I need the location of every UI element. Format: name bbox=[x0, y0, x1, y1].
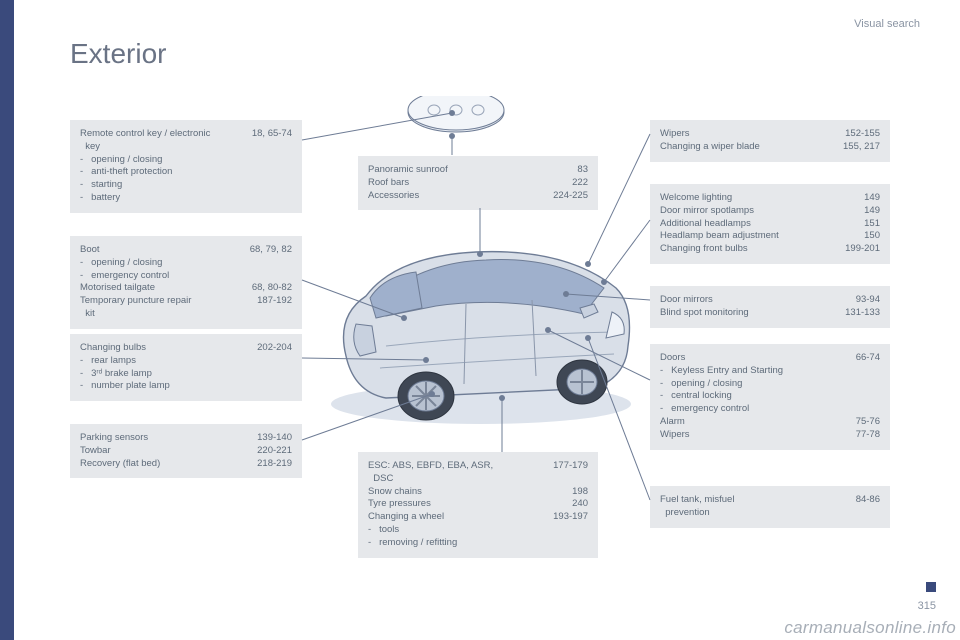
page-title: Exterior bbox=[70, 38, 166, 70]
callout-doors: Doors66-74 Keyless Entry and Startingope… bbox=[650, 344, 890, 450]
callout-bullet: rear lamps bbox=[80, 355, 292, 368]
callout-row: Doors66-74 bbox=[660, 352, 880, 365]
callout-row: Changing a wheel193-197 bbox=[368, 511, 588, 524]
callout-welcome-lighting: Welcome lighting149Door mirror spotlamps… bbox=[650, 184, 890, 264]
callout-bullet: 3ʳᵈ brake lamp bbox=[80, 368, 292, 381]
callout-row: Door mirrors93-94 bbox=[660, 294, 880, 307]
callout-bullet: emergency control bbox=[660, 403, 880, 416]
callout-door-mirrors: Door mirrors93-94Blind spot monitoring13… bbox=[650, 286, 890, 328]
callout-wipers: Wipers152-155Changing a wiper blade155, … bbox=[650, 120, 890, 162]
callout-row: Remote control key / electronic key18, 6… bbox=[80, 128, 292, 154]
callout-row: Changing bulbs202-204 bbox=[80, 342, 292, 355]
callout-parking-towbar: Parking sensors139-140Towbar220-221Recov… bbox=[70, 424, 302, 478]
callout-row: Towbar220-221 bbox=[80, 445, 292, 458]
callout-bullet: starting bbox=[80, 179, 292, 192]
callout-bullet: number plate lamp bbox=[80, 380, 292, 393]
callout-row: Recovery (flat bed)218-219 bbox=[80, 458, 292, 471]
callout-row: Alarm75-76 bbox=[660, 416, 880, 429]
callout-row: Temporary puncture repair kit187-192 bbox=[80, 295, 292, 321]
car-illustration bbox=[316, 96, 646, 446]
callout-row: Additional headlamps151 bbox=[660, 218, 880, 231]
callout-row: Door mirror spotlamps149 bbox=[660, 205, 880, 218]
page-marker bbox=[926, 582, 936, 592]
callout-row: Wipers77-78 bbox=[660, 429, 880, 442]
left-accent-bar bbox=[0, 0, 14, 640]
callout-bullet: anti-theft protection bbox=[80, 166, 292, 179]
callout-bullet: central locking bbox=[660, 390, 880, 403]
callout-bullet: opening / closing bbox=[660, 378, 880, 391]
callout-row: Changing a wiper blade155, 217 bbox=[660, 141, 880, 154]
callout-row: Wipers152-155 bbox=[660, 128, 880, 141]
callout-row: Welcome lighting149 bbox=[660, 192, 880, 205]
callout-row: Fuel tank, misfuel prevention84-86 bbox=[660, 494, 880, 520]
watermark: carmanualsonline.info bbox=[784, 618, 956, 638]
callout-bullet: tools bbox=[368, 524, 588, 537]
callout-fuel: Fuel tank, misfuel prevention84-86 bbox=[650, 486, 890, 528]
callout-row: Changing front bulbs199-201 bbox=[660, 243, 880, 256]
callout-remote-key: Remote control key / electronic key18, 6… bbox=[70, 120, 302, 213]
callout-row: Motorised tailgate68, 80-82 bbox=[80, 282, 292, 295]
callout-row: Tyre pressures240 bbox=[368, 498, 588, 511]
callout-bullet: battery bbox=[80, 192, 292, 205]
section-header: Visual search bbox=[854, 18, 920, 30]
callout-row: Headlamp beam adjustment150 bbox=[660, 230, 880, 243]
page-number: 315 bbox=[918, 600, 936, 612]
callout-row: Snow chains198 bbox=[368, 486, 588, 499]
callout-bullet: Keyless Entry and Starting bbox=[660, 365, 880, 378]
callout-boot: Boot68, 79, 82 opening / closingemergenc… bbox=[70, 236, 302, 329]
callout-row: Boot68, 79, 82 bbox=[80, 244, 292, 257]
callout-bullet: emergency control bbox=[80, 270, 292, 283]
callout-row: Parking sensors139-140 bbox=[80, 432, 292, 445]
callout-bullet: removing / refitting bbox=[368, 537, 588, 550]
callout-bullet: opening / closing bbox=[80, 154, 292, 167]
callout-row: ESC: ABS, EBFD, EBA, ASR, DSC177-179 bbox=[368, 460, 588, 486]
callout-changing-bulbs: Changing bulbs202-204 rear lamps3ʳᵈ brak… bbox=[70, 334, 302, 401]
callout-esc: ESC: ABS, EBFD, EBA, ASR, DSC177-179Snow… bbox=[358, 452, 598, 558]
callout-bullet: opening / closing bbox=[80, 257, 292, 270]
callout-row: Blind spot monitoring131-133 bbox=[660, 307, 880, 320]
